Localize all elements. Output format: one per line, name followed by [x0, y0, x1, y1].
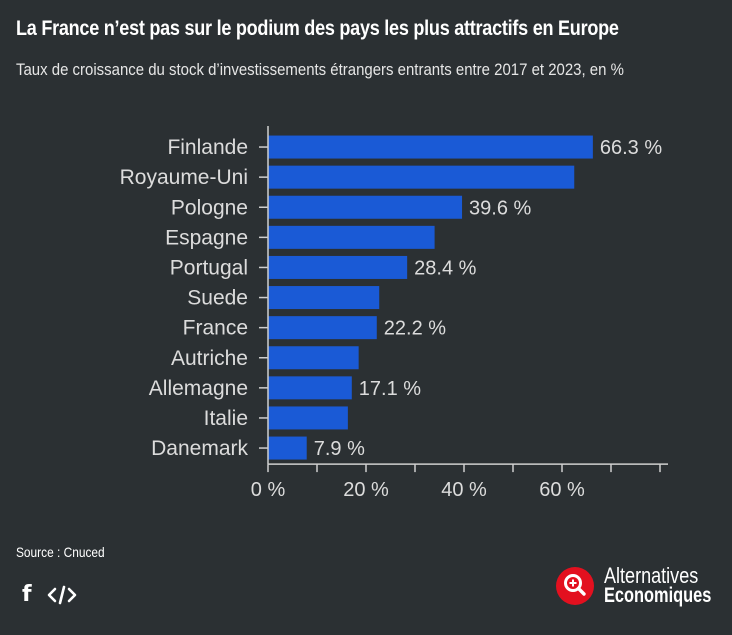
- category-label: Allemagne: [149, 377, 248, 400]
- bar[interactable]: [268, 286, 380, 310]
- bar[interactable]: [268, 165, 575, 189]
- source-note: Source : Cnuced: [16, 544, 105, 560]
- bar[interactable]: [268, 376, 352, 400]
- bar[interactable]: [268, 346, 359, 370]
- category-label: France: [183, 317, 248, 340]
- data-label: 66.3 %: [600, 137, 662, 159]
- data-label: 22.2 %: [384, 318, 446, 340]
- share-bar: f: [22, 584, 78, 606]
- embed-code-icon[interactable]: [46, 584, 78, 606]
- brand-name-line1: Alternatives: [604, 563, 699, 588]
- bar[interactable]: [268, 255, 408, 279]
- bar-chart: Finlande 66.3 % Royaume-Uni Pologne 39.6 % Es…: [120, 126, 668, 501]
- data-label: 7.9 %: [314, 438, 365, 460]
- x-tick-label: 20 %: [343, 479, 389, 501]
- bar[interactable]: [268, 135, 593, 159]
- magnifier-logo-icon: [556, 567, 594, 605]
- brand-logo[interactable]: Alternatives Economiques: [556, 563, 732, 607]
- chart-title: La France n’est pas sur le podium des pa…: [16, 17, 619, 40]
- data-label: 17.1 %: [359, 378, 421, 400]
- category-label: Finlande: [167, 136, 248, 159]
- category-label: Danemark: [151, 437, 248, 460]
- x-tick-label: 60 %: [539, 479, 585, 501]
- category-label: Pologne: [171, 196, 248, 219]
- bar[interactable]: [268, 406, 348, 430]
- x-tick-label: 40 %: [441, 479, 487, 501]
- category-label: Portugal: [170, 256, 248, 279]
- data-label: 28.4 %: [414, 257, 476, 279]
- x-tick-label: 0 %: [251, 479, 286, 501]
- bar[interactable]: [268, 225, 435, 249]
- category-label: Royaume-Uni: [120, 166, 248, 189]
- category-label: Autriche: [171, 347, 248, 370]
- brand-name-line2: Economiques: [604, 584, 712, 607]
- chart-subtitle: Taux de croissance du stock d’investisse…: [16, 60, 624, 79]
- bar[interactable]: [268, 195, 463, 219]
- data-label: 39.6 %: [469, 197, 531, 219]
- bar[interactable]: [268, 316, 377, 340]
- category-label: Italie: [204, 407, 248, 430]
- category-label: Suede: [187, 287, 248, 310]
- facebook-icon[interactable]: f: [22, 582, 32, 607]
- category-label: Espagne: [165, 226, 248, 249]
- bar[interactable]: [268, 436, 307, 460]
